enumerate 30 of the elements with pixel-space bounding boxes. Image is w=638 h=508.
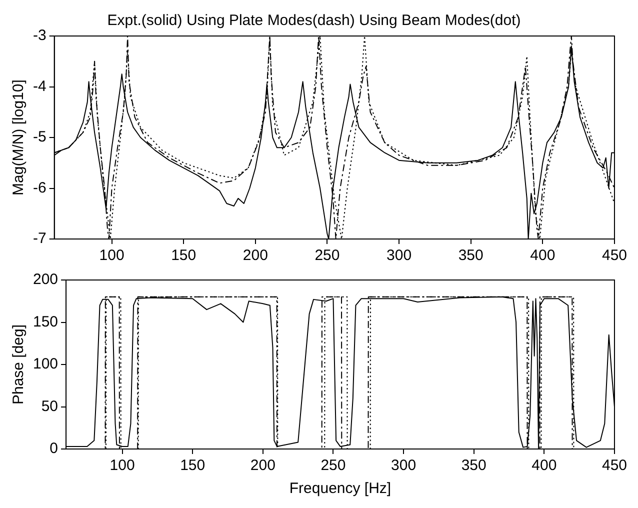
y-tick-label: -4	[32, 78, 46, 95]
y-tick-label: 50	[41, 398, 58, 415]
y-tick-label: -3	[32, 27, 46, 44]
y-tick-label: -5	[32, 128, 46, 146]
x-tick-label: 100	[110, 457, 135, 474]
y-tick-label: -7	[32, 230, 46, 248]
x-tick-label: 200	[250, 457, 276, 474]
x-tick-label: 300	[386, 247, 412, 264]
x-tick-label: 350	[458, 247, 484, 264]
x-tick-label: 200	[242, 247, 268, 264]
x-tick-label: 300	[391, 457, 416, 474]
x-tick-label: 250	[314, 247, 340, 264]
y-axis-title: Phase [deg]	[10, 324, 28, 405]
x-tick-label: 150	[180, 457, 206, 474]
x-tick-label: 400	[530, 247, 556, 264]
x-tick-label: 250	[320, 457, 346, 474]
x-tick-label: 450	[602, 247, 627, 264]
y-tick-label: 100	[32, 356, 58, 373]
y-tick-label: -6	[32, 179, 46, 196]
y-axis-title: Mag(M/N) [log10]	[10, 80, 28, 196]
chart-title: Expt.(solid) Using Plate Modes(dash) Using Beam Modes(dot)	[107, 12, 521, 30]
x-tick-label: 150	[171, 247, 196, 264]
x-axis-title: Frequency [Hz]	[289, 480, 392, 498]
y-tick-label: 150	[32, 313, 58, 330]
y-tick-label: 0	[50, 440, 58, 458]
x-tick-label: 450	[602, 457, 627, 474]
x-tick-label: 100	[99, 247, 124, 264]
x-tick-label: 400	[532, 457, 557, 474]
x-tick-label: 350	[461, 457, 486, 474]
y-tick-label: 200	[32, 271, 58, 288]
